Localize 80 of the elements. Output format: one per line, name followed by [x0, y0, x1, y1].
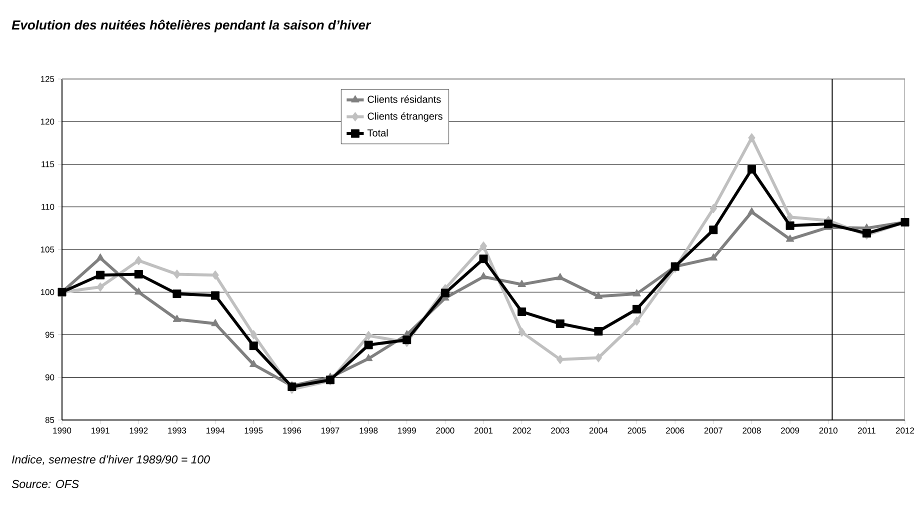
x-tick-label: 1998 [360, 428, 378, 434]
point [747, 165, 756, 174]
point [96, 282, 104, 292]
point [632, 289, 641, 296]
x-tick-label: 1999 [398, 428, 416, 434]
x-tick-label: 1994 [206, 428, 224, 434]
x-tick-label: 1990 [53, 428, 72, 434]
x-tick-label: 2002 [512, 428, 531, 434]
text: Indice, semestre d’hiver 1989/90 = 100 [12, 455, 210, 465]
point [632, 304, 642, 314]
point [211, 291, 220, 300]
point [709, 253, 718, 261]
point [594, 327, 603, 336]
y-tick-label: 100 [40, 289, 54, 296]
x-tick-label: 2006 [666, 428, 684, 434]
x-tick-label: 1995 [244, 428, 263, 434]
y-tick-label: 125 [40, 76, 54, 82]
x-tick-label: 2001 [474, 428, 493, 434]
point [96, 270, 105, 280]
point [594, 292, 603, 299]
point [173, 269, 181, 279]
x-tick-label: 2004 [589, 428, 608, 434]
x-tick-label: 2012 [896, 428, 914, 434]
x-tick-label: 1993 [168, 428, 186, 434]
x-tick-label: 1997 [321, 428, 340, 434]
x-tick-label: 2003 [551, 428, 570, 434]
point [633, 316, 640, 326]
point [172, 290, 182, 298]
point [824, 220, 833, 228]
point [96, 253, 104, 261]
point [518, 280, 526, 287]
point [172, 314, 182, 322]
point [786, 234, 794, 242]
point [440, 288, 450, 298]
point [135, 256, 142, 266]
legend-label: Total [367, 129, 388, 136]
y-tick-label: 115 [42, 161, 54, 168]
point [364, 340, 373, 350]
point [748, 207, 756, 214]
point [134, 287, 143, 295]
x-tick-label: 2007 [704, 428, 722, 434]
point [402, 336, 412, 344]
point [212, 270, 219, 280]
x-tick-label: 1992 [130, 428, 148, 434]
point [211, 318, 220, 326]
x-tick-label: 2011 [858, 428, 876, 434]
point [786, 221, 794, 230]
legend-label: Clients étrangers [368, 112, 442, 122]
y-tick-label: 90 [45, 374, 54, 380]
point [709, 226, 718, 234]
point [594, 353, 602, 363]
point [786, 212, 794, 222]
point [518, 327, 526, 337]
point [710, 204, 718, 214]
x-tick-label: 2008 [742, 428, 761, 434]
x-tick-label: 2005 [628, 428, 646, 434]
y-tick-label: 110 [42, 204, 54, 210]
point [480, 241, 488, 251]
y-tick-label: 95 [45, 332, 54, 338]
point [288, 382, 296, 391]
point [249, 342, 258, 350]
point [556, 319, 564, 328]
x-tick-label: 1996 [283, 428, 301, 434]
point [250, 330, 258, 340]
legend-label: Clients résidants [368, 95, 441, 103]
y-tick-label: 85 [45, 416, 54, 423]
chart-title: Evolution des nuitées hôtelières pendant la saison d’hiver [12, 20, 372, 32]
point [134, 270, 143, 278]
source-note: Source: OFS [12, 480, 79, 488]
point [364, 330, 372, 340]
x-tick-label: 2000 [436, 428, 454, 434]
point [748, 133, 756, 143]
point [556, 354, 564, 364]
point [479, 254, 488, 264]
x-tick-label: 2010 [819, 428, 838, 434]
x-tick-label: 1991 [92, 428, 110, 434]
y-tick-label: 120 [40, 118, 54, 125]
point [518, 307, 526, 316]
y-tick-label: 105 [40, 246, 54, 252]
x-tick-label: 2009 [781, 428, 800, 434]
